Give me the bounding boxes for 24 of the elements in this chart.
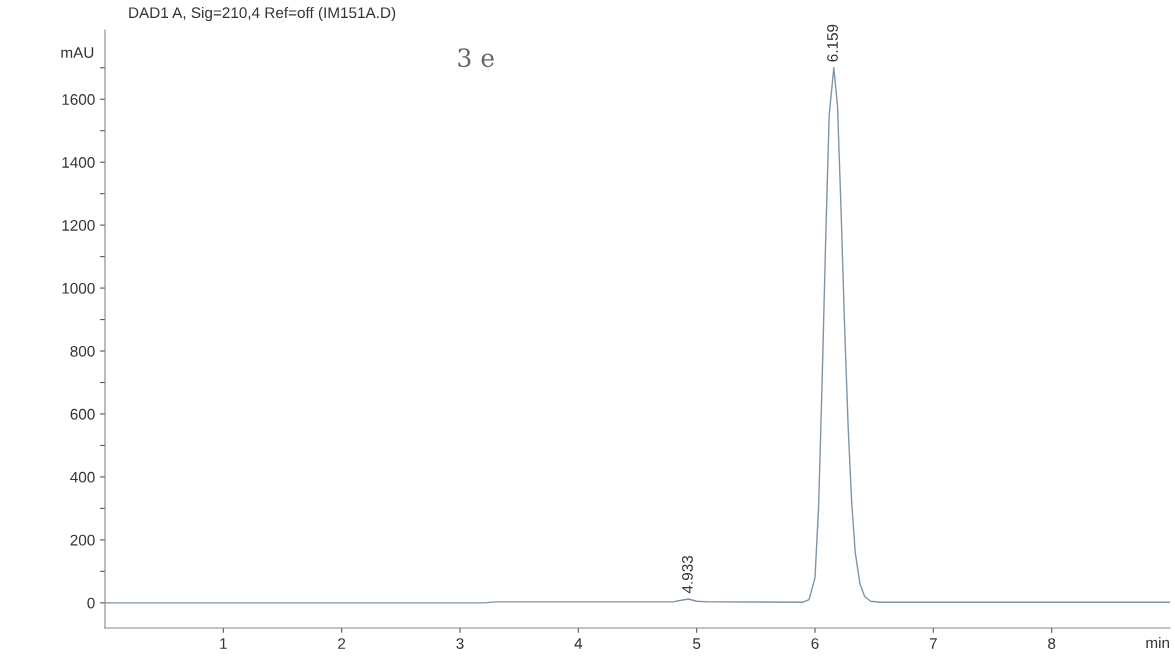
y-tick-label: 800 — [70, 345, 95, 357]
chart-title: DAD1 A, Sig=210,4 Ref=off (IM151A.D) — [129, 6, 396, 22]
y-tick-label: 600 — [70, 408, 95, 420]
y-tick-label: 200 — [70, 534, 95, 546]
y-tick-label: 1400 — [62, 157, 95, 168]
x-tick-label: 1 — [220, 638, 227, 649]
x-tick-label: 5 — [693, 638, 701, 649]
y-axis-title: mAU — [61, 47, 94, 59]
line-series — [105, 67, 1170, 604]
x-axis-title: min — [1146, 636, 1170, 649]
x-tick-label: 7 — [929, 638, 937, 649]
annotation: 3 e — [458, 48, 494, 68]
annotation: 4.933 — [682, 555, 693, 594]
y-tick-label: 1000 — [62, 282, 95, 294]
x-tick-label: 4 — [574, 638, 583, 649]
x-tick-label: 3 — [456, 638, 464, 649]
x-tick-label: 2 — [338, 638, 346, 649]
x-tick-label: 6 — [811, 638, 819, 649]
x-tick-label: 8 — [1048, 638, 1056, 649]
y-tick-label: 400 — [70, 471, 95, 483]
y-tick-label: 0 — [87, 597, 95, 609]
y-tick-label: 1600 — [62, 94, 95, 105]
annotation: 6.159 — [827, 24, 838, 62]
y-tick-label: 1200 — [62, 220, 95, 231]
